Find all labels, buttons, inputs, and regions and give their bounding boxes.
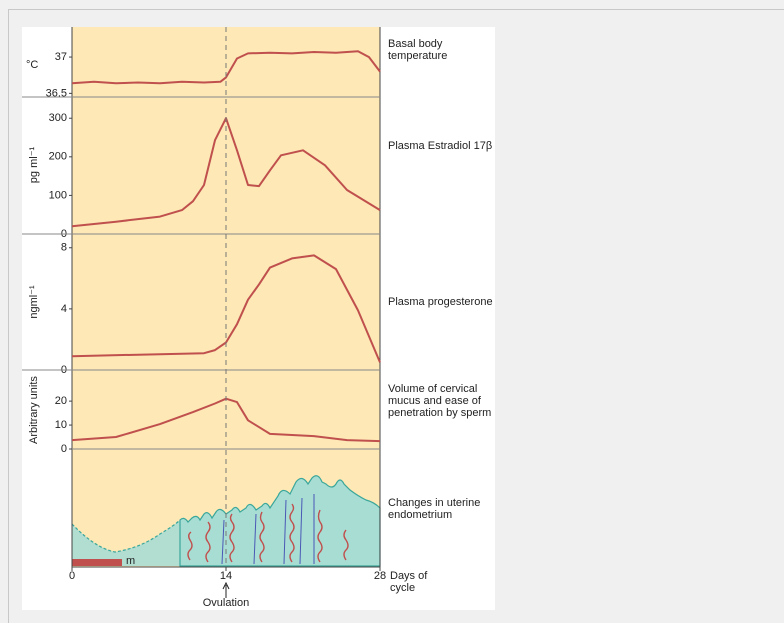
y-tick-label: 37	[55, 51, 67, 63]
panel-label-box: Volume of cervical mucus and ease of pen…	[388, 383, 492, 419]
x-tick-label: 14	[220, 570, 232, 582]
y-axis-label: Arbitrary units	[28, 376, 40, 444]
panel-label-box: Plasma Estradiol 17β	[388, 140, 493, 152]
series-line	[71, 50, 381, 85]
panel-label-box: Plasma progesterone	[388, 296, 493, 308]
x-axis-label: Days of cycle	[390, 570, 428, 594]
y-tick-label: 10	[55, 419, 67, 431]
y-tick-label: 200	[49, 151, 67, 163]
x-tick-label: 0	[69, 570, 75, 582]
y-tick-label: 20	[55, 395, 67, 407]
panel-label: Plasma Estradiol 17β	[388, 140, 493, 152]
panel-label: Changes in uterine endometrium	[388, 497, 481, 521]
panel-label: Basal body temperature	[388, 38, 448, 62]
menstruation-bar	[72, 559, 122, 566]
y-tick-label: 4	[61, 303, 67, 315]
y-tick-label: 36.5	[46, 87, 67, 99]
y-axis-label: pg ml⁻¹	[28, 146, 40, 183]
y-tick-label: 300	[49, 112, 67, 124]
series-line	[71, 254, 381, 363]
ovulation-arrow	[222, 581, 230, 598]
series-line	[71, 117, 381, 228]
y-tick-label: 0	[61, 443, 67, 455]
y-tick-label: 100	[49, 189, 67, 201]
x-axis-label-box: Days of cycle	[390, 570, 428, 594]
window	[8, 9, 784, 623]
y-axis-label: ngml⁻¹	[28, 285, 40, 319]
menstruation-marker: m	[126, 555, 135, 567]
panel-label-box: Basal body temperature	[388, 38, 448, 62]
ovulation-label: Ovulation	[203, 597, 249, 609]
panel-label-box: Changes in uterine endometrium	[388, 497, 481, 521]
panel-label: Volume of cervical mucus and ease of pen…	[388, 383, 492, 419]
y-tick-label: 8	[61, 242, 67, 254]
panel-label: Plasma progesterone	[388, 296, 493, 308]
y-axis-label: °C	[26, 59, 38, 71]
series-line	[71, 397, 381, 443]
endometrium-drawing	[71, 475, 381, 567]
x-tick-label: 28	[374, 570, 386, 582]
